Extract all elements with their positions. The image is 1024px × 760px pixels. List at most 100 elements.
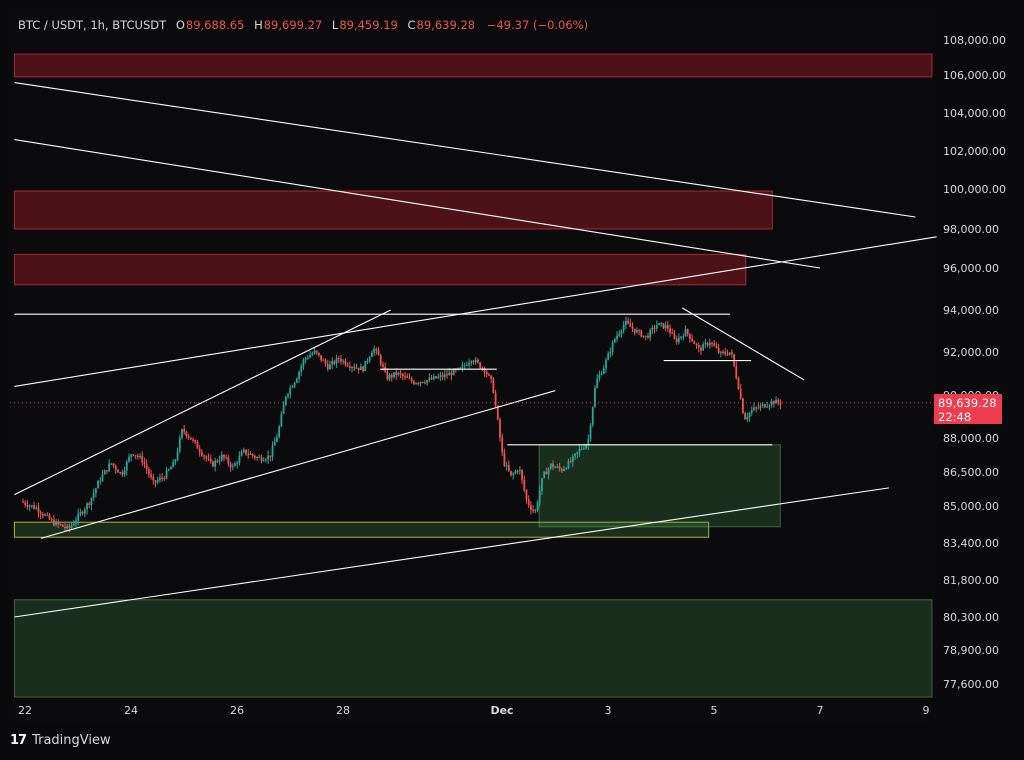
y-tick-label: 77,600.00: [943, 678, 999, 691]
candle-body: [291, 386, 294, 388]
candle-body: [764, 404, 766, 408]
candle-body: [134, 455, 137, 457]
candle-body: [362, 366, 364, 371]
candle-body: [240, 452, 243, 457]
candle-body: [205, 456, 208, 459]
candle-body: [216, 460, 219, 462]
candle-body: [249, 453, 252, 455]
candle-body: [24, 502, 27, 505]
candle-body: [527, 499, 530, 506]
candle-body: [393, 372, 395, 378]
candle-body: [417, 383, 420, 385]
candle-body: [620, 330, 623, 334]
candle-body: [624, 320, 627, 325]
candle-body: [68, 525, 71, 528]
candle-body: [366, 360, 369, 362]
candle-body: [532, 509, 535, 511]
x-tick-label: 9: [923, 704, 930, 717]
candle-body: [616, 335, 618, 339]
candle-body: [119, 472, 122, 474]
candle-body: [505, 465, 508, 467]
last-price-value: 89,639.28: [938, 395, 997, 410]
candle-body: [755, 407, 758, 409]
candle-body: [607, 353, 610, 360]
candle-body: [640, 330, 643, 337]
candle-body: [452, 369, 455, 376]
candle-body: [560, 468, 563, 471]
candle-body: [424, 382, 426, 384]
candle-body: [388, 374, 391, 380]
demand-zone-5: [13, 599, 933, 698]
y-tick-label: 96,000.00: [943, 262, 999, 275]
candle-body: [633, 328, 636, 333]
candle-body: [684, 329, 687, 337]
candle-body: [536, 502, 539, 511]
candle-body: [541, 478, 543, 491]
candle-body: [636, 330, 638, 333]
candle-body: [88, 503, 91, 505]
candle-body: [174, 459, 177, 462]
candle-body: [379, 355, 382, 365]
candle-body: [552, 463, 554, 468]
candle-body: [269, 455, 272, 457]
candle-body: [576, 452, 579, 454]
candle-body: [399, 372, 402, 375]
candle-body: [33, 505, 35, 509]
candle-body: [622, 324, 625, 331]
candle-body: [662, 323, 665, 329]
candle-body: [618, 333, 621, 336]
candle-body: [514, 471, 517, 474]
candle-body: [419, 381, 422, 384]
x-tick-label: 26: [230, 704, 244, 717]
demand-zone-3: [13, 521, 710, 538]
candle-body: [114, 465, 117, 470]
candle-body: [342, 360, 345, 362]
candle-body: [682, 336, 685, 338]
candle-body: [463, 365, 466, 367]
candle-body: [563, 468, 565, 471]
candle-body: [176, 451, 179, 460]
candle-body: [547, 468, 550, 475]
candle-body: [441, 375, 444, 378]
candle-body: [779, 402, 782, 405]
candle-body: [315, 350, 318, 353]
candle-body: [766, 406, 769, 408]
candle-body: [324, 360, 327, 365]
candle-body: [57, 521, 60, 525]
candle-body: [697, 345, 700, 348]
candle-body: [713, 343, 716, 346]
tradingview-logo-icon: 17: [10, 733, 27, 748]
candle-body: [300, 366, 303, 372]
y-tick-label: 86,500.00: [943, 466, 999, 479]
candle-body: [728, 352, 731, 355]
open-key: O: [175, 18, 185, 32]
candle-body: [671, 333, 674, 335]
candle-countdown: 22:48: [938, 409, 972, 424]
candle-body: [64, 526, 66, 529]
candle-body: [198, 448, 201, 453]
candle-body: [664, 324, 667, 329]
candle-body: [518, 470, 521, 472]
candle-body: [494, 392, 497, 406]
candle-body: [708, 342, 711, 346]
candle-body: [209, 458, 212, 462]
candle-body: [287, 393, 289, 397]
candle-body: [46, 514, 49, 516]
supply-zone-1: [13, 190, 773, 230]
candle-body: [251, 453, 254, 456]
candle-body: [377, 350, 380, 356]
candle-body: [479, 362, 482, 368]
candle-body: [99, 480, 102, 482]
candle-body: [265, 459, 267, 461]
candle-body: [322, 360, 325, 362]
candle-body: [772, 401, 775, 404]
candle-body: [41, 514, 44, 516]
candle-body: [474, 359, 477, 363]
candle-body: [468, 362, 470, 366]
candle-body: [298, 371, 300, 379]
candle-body: [309, 355, 311, 358]
candle-body: [35, 507, 38, 509]
tradingview-brand[interactable]: 17 TradingView: [10, 733, 111, 748]
candle-body: [282, 404, 285, 414]
